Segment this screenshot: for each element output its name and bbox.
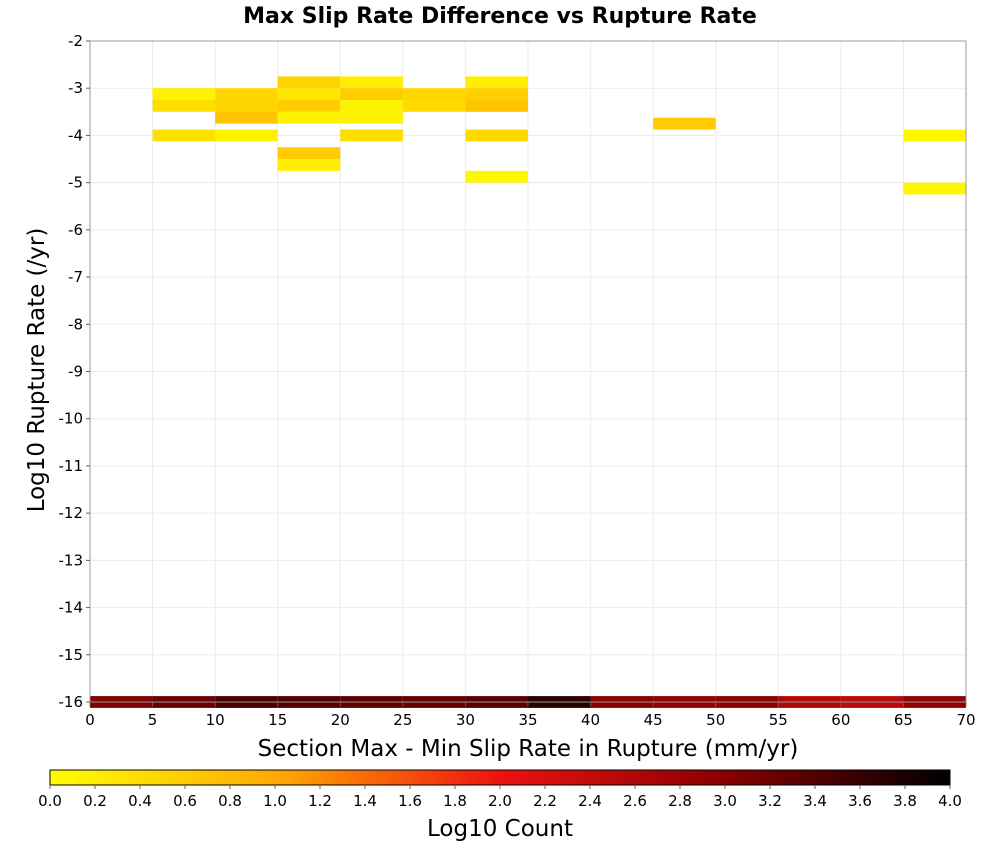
y-tick-label: -16 [59, 693, 84, 711]
x-tick-label: 65 [894, 711, 913, 729]
heatmap-cell [277, 76, 341, 89]
x-tick-label: 60 [831, 711, 850, 729]
x-tick-label: 20 [331, 711, 350, 729]
heatmap-cell [465, 88, 528, 101]
colorbar-tick-label: 1.0 [263, 792, 287, 810]
y-tick-label: -13 [59, 551, 84, 569]
colorbar-tick-label: 1.2 [308, 792, 332, 810]
colorbar-tick-label: 0.6 [173, 792, 197, 810]
y-axis-ticks: -2 -3 -4 -5 -6 -7 -8 -9 -10 -11 -12 -13 -14 -15 -16 [59, 32, 90, 711]
heatmap-cell [277, 100, 341, 112]
x-tick-label: 15 [268, 711, 287, 729]
heatmap-cell [277, 88, 341, 101]
heatmap-cell [402, 88, 466, 101]
y-tick-label: -4 [68, 126, 83, 144]
heatmap-cell [277, 111, 341, 124]
y-tick-label: -10 [59, 410, 84, 428]
colorbar-tick-label: 2.6 [623, 792, 647, 810]
colorbar-tick-label: 2.4 [578, 792, 602, 810]
x-tick-label: 30 [456, 711, 475, 729]
heatmap-cell [340, 129, 403, 142]
heatmap-cell [903, 182, 966, 195]
heatmap-cell [152, 129, 216, 142]
heatmap-cell [465, 129, 528, 142]
colorbar-tick-label: 4.0 [938, 792, 962, 810]
colorbar-tick-label: 3.2 [758, 792, 782, 810]
colorbar-tick-label: 3.0 [713, 792, 737, 810]
x-tick-label: 35 [518, 711, 537, 729]
colorbar-tick-label: 0.2 [83, 792, 107, 810]
colorbar-tick-label: 1.4 [353, 792, 377, 810]
y-tick-label: -5 [68, 174, 83, 192]
heatmap-cell [215, 129, 278, 142]
heatmap-cell [465, 170, 528, 183]
y-tick-label: -8 [68, 315, 83, 333]
heatmap-cell [402, 100, 466, 112]
heatmap-cell [215, 88, 278, 101]
colorbar-tick-label: 1.6 [398, 792, 422, 810]
colorbar-tick-label: 3.4 [803, 792, 827, 810]
y-tick-label: -11 [59, 457, 84, 475]
heatmap-cell [152, 100, 216, 112]
heatmap-cell [340, 76, 403, 89]
y-tick-label: -6 [68, 221, 83, 239]
colorbar-tick-label: 0.4 [128, 792, 152, 810]
x-tick-label: 0 [85, 711, 95, 729]
x-tick-label: 10 [206, 711, 225, 729]
colorbar [49, 769, 951, 786]
y-tick-label: -7 [68, 268, 83, 286]
heatmap-cell [340, 100, 403, 112]
colorbar-label: Log10 Count [427, 816, 573, 842]
x-axis-ticks: 0 5 10 15 20 25 30 35 40 45 50 55 60 65 70 [85, 702, 976, 729]
heatmap-cell [340, 88, 403, 101]
y-axis-label: Log10 Rupture Rate (/yr) [24, 228, 50, 513]
heatmap-cell [277, 147, 341, 160]
heatmap-cell [215, 111, 278, 124]
y-tick-label: -9 [68, 363, 83, 381]
y-tick-label: -15 [59, 646, 84, 664]
x-axis-label: Section Max - Min Slip Rate in Rupture (… [258, 736, 799, 762]
heatmap-cell [653, 117, 716, 130]
colorbar-tick-label: 2.8 [668, 792, 692, 810]
chart-title: Max Slip Rate Difference vs Rupture Rate [243, 4, 757, 29]
heatmap-cell [215, 100, 278, 112]
x-tick-label: 40 [581, 711, 600, 729]
y-tick-label: -14 [59, 599, 84, 617]
heatmap-cell [903, 129, 966, 142]
colorbar-tick-label: 0.8 [218, 792, 242, 810]
heatmap-cell [277, 159, 341, 171]
colorbar-tick-label: 3.6 [848, 792, 872, 810]
colorbar-tick-label: 2.2 [533, 792, 557, 810]
colorbar-tick-label: 0.0 [38, 792, 62, 810]
colorbar-ticks: 0.0 0.2 0.4 0.6 0.8 1.0 1.2 1.4 1.6 1.8 2.0 2.2 2.4 2… [38, 785, 962, 810]
heatmap-cell [340, 111, 403, 124]
y-tick-label: -2 [68, 32, 83, 50]
x-tick-label: 5 [148, 711, 158, 729]
x-tick-label: 50 [706, 711, 725, 729]
x-tick-label: 55 [769, 711, 788, 729]
y-tick-label: -3 [68, 79, 83, 97]
heatmap-cell [465, 100, 528, 112]
colorbar-tick-label: 1.8 [443, 792, 467, 810]
x-tick-label: 45 [644, 711, 663, 729]
x-tick-label: 70 [956, 711, 975, 729]
colorbar-tick-label: 3.8 [893, 792, 917, 810]
heatmap-cell [465, 76, 528, 89]
colorbar-tick-label: 2.0 [488, 792, 512, 810]
y-tick-label: -12 [59, 504, 84, 522]
heatmap-cell [152, 88, 216, 101]
x-tick-label: 25 [393, 711, 412, 729]
